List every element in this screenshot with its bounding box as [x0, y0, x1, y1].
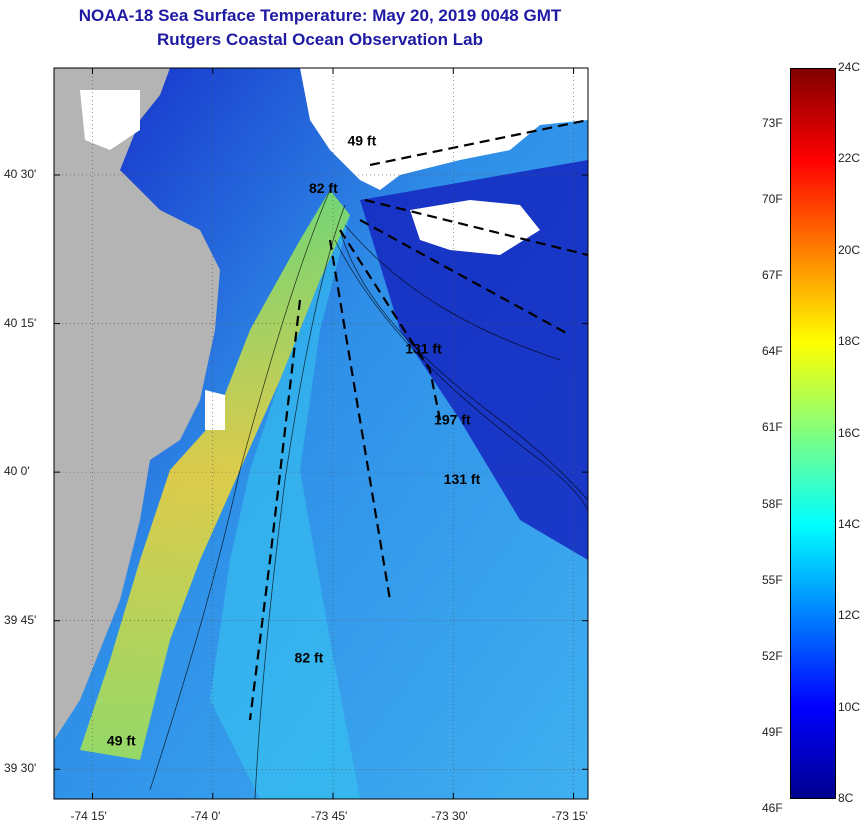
- depth-label-layer: 49 ft 82 ft 131 ft 197 ft 131 ft 82 ft 49 ft: [107, 132, 481, 748]
- grid-lines: [54, 68, 588, 799]
- colorbar-fahrenheit-label: 67F: [762, 268, 783, 283]
- chart-subtitle: Rutgers Coastal Ocean Observation Lab: [157, 30, 483, 49]
- colorbar-fahrenheit-label: 49F: [762, 725, 783, 739]
- depth-label: 131 ft: [444, 471, 481, 487]
- colorbar-fahrenheit-label: 64F: [762, 344, 783, 359]
- colorbar-fahrenheit-label: 70F: [762, 191, 783, 206]
- colorbar-fahrenheit-label: 55F: [762, 572, 783, 587]
- lon-tick-label: -73 15': [551, 809, 588, 823]
- colorbar-celsius-label: 8C: [838, 791, 854, 805]
- colorbar-fahrenheit-label: 73F: [762, 115, 783, 130]
- shipping-lanes: [248, 118, 588, 721]
- lat-tick-label: 40 30': [4, 166, 37, 181]
- lon-tick-label: -73 45': [311, 809, 348, 823]
- lon-tick-label: -74 0': [190, 809, 221, 823]
- warm-coastal-band: [80, 190, 350, 760]
- cloud-mask: [205, 390, 225, 430]
- colorbar-fahrenheit-label: 61F: [762, 420, 783, 435]
- colorbar-celsius-label: 18C: [838, 334, 861, 349]
- map-frame: [53, 67, 589, 800]
- lat-tick-label: 39 45': [4, 612, 37, 627]
- depth-label: 82 ft: [309, 180, 338, 196]
- depth-label: 197 ft: [434, 412, 471, 428]
- depth-label: 131 ft: [405, 340, 442, 356]
- tick-marks: [54, 68, 588, 799]
- cloud-mask: [300, 68, 588, 190]
- cloud-mask: [80, 90, 140, 150]
- colorbar-fahrenheit-label: 58F: [762, 496, 783, 511]
- mid-water-band: [210, 215, 360, 799]
- lon-tick-label: -74 15': [70, 809, 107, 823]
- lat-tick-label: 40 15': [4, 315, 37, 330]
- colorbar-celsius-label: 24C: [838, 60, 861, 74]
- colorbar-fahrenheit-label: 52F: [762, 648, 783, 663]
- colorbar-celsius-label: 12C: [838, 608, 861, 623]
- colorbar-celsius-label: 22C: [838, 151, 861, 166]
- depth-contours: [149, 189, 588, 799]
- cold-water-region: [360, 160, 588, 560]
- colorbar-celsius-label: 20C: [838, 242, 861, 257]
- depth-label: 49 ft: [107, 733, 136, 749]
- lat-tick-label: 40 0': [4, 464, 30, 479]
- lat-tick-label: 39 30': [4, 761, 37, 776]
- temperature-colorbar: [790, 68, 836, 799]
- colorbar-celsius-label: 16C: [838, 425, 861, 440]
- colorbar-celsius-label: 10C: [838, 699, 861, 714]
- colorbar-fahrenheit-label: 46F: [762, 801, 783, 816]
- colorbar-celsius-label: 14C: [838, 516, 861, 531]
- chart-title: NOAA-18 Sea Surface Temperature: May 20,…: [78, 6, 562, 25]
- depth-label: 82 ft: [295, 649, 324, 665]
- depth-label: 49 ft: [347, 132, 376, 148]
- land-area: [54, 68, 220, 740]
- lon-tick-label: -73 30': [431, 809, 468, 823]
